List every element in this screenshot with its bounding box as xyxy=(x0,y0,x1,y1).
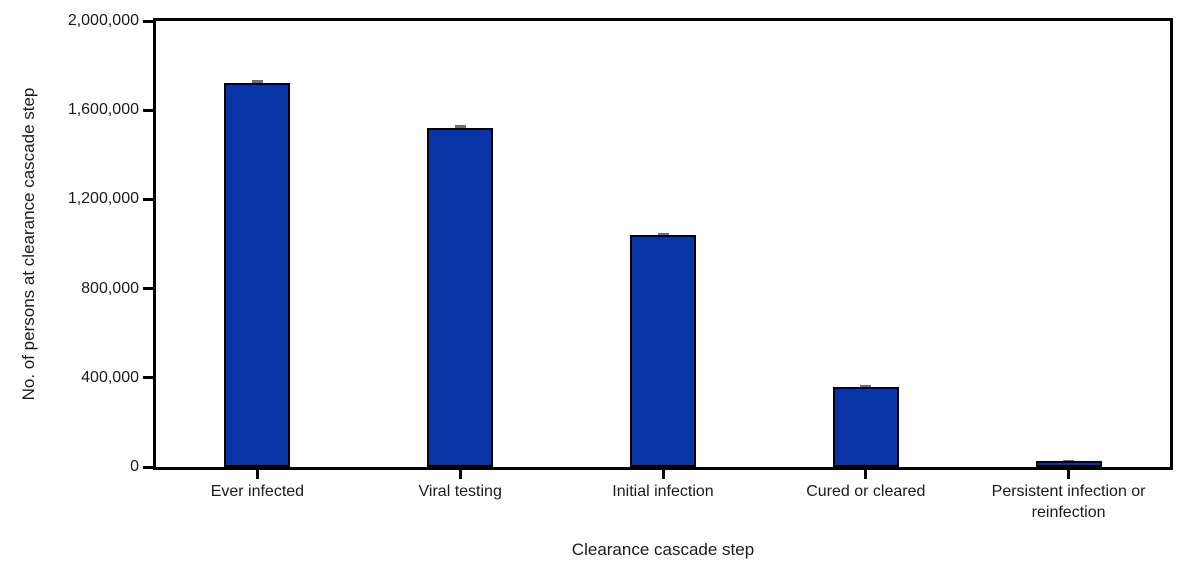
x-axis-tick xyxy=(458,469,462,479)
y-axis-tick xyxy=(143,376,153,380)
x-axis-tick-label: Persistent infection or reinfection xyxy=(991,483,1146,521)
x-axis-tick-label: Initial infection xyxy=(612,483,714,500)
x-axis-tick xyxy=(255,469,259,479)
bar xyxy=(1035,461,1102,467)
y-axis-tick xyxy=(143,19,153,23)
y-axis-tick-label: 1,200,000 xyxy=(67,190,139,208)
y-axis-tick-label: 0 xyxy=(130,458,139,475)
y-axis-tick-label: 1,600,000 xyxy=(67,101,139,119)
x-axis-tick xyxy=(661,469,665,479)
x-axis-tick xyxy=(1067,469,1071,479)
x-axis-tick-label: Viral testing xyxy=(418,483,502,500)
error-bar xyxy=(657,232,669,238)
x-axis-title: Clearance cascade step xyxy=(571,540,755,559)
y-axis-tick-label: 800,000 xyxy=(81,279,139,297)
bar xyxy=(427,128,494,467)
bar xyxy=(630,235,696,467)
y-axis-title: No. of persons at clearance cascade step xyxy=(19,87,38,401)
y-axis-tick xyxy=(143,108,153,112)
y-axis-tick xyxy=(143,197,153,201)
bar xyxy=(832,386,899,467)
y-axis-tick xyxy=(143,287,153,291)
y-axis-tick xyxy=(143,465,153,469)
y-axis-tick-label: 400,000 xyxy=(81,368,139,386)
bar xyxy=(224,83,291,467)
x-axis-tick-label: Cured or cleared xyxy=(806,483,926,500)
y-axis-tick-label: 2,000,000 xyxy=(67,12,139,29)
x-axis-tick xyxy=(864,469,868,479)
x-axis-tick-label: Ever infected xyxy=(210,483,305,500)
